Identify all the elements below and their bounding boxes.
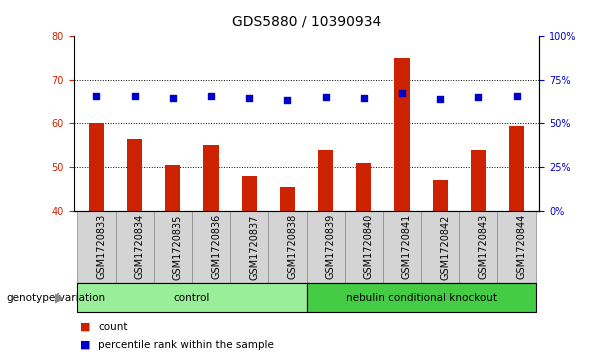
Bar <box>116 211 154 283</box>
Bar <box>89 123 104 211</box>
Bar <box>242 176 257 211</box>
Bar <box>127 139 142 211</box>
Point <box>435 96 445 102</box>
Point <box>206 94 216 99</box>
Bar <box>268 211 306 283</box>
Point <box>245 95 254 101</box>
Point <box>397 90 407 96</box>
Text: GSM1720843: GSM1720843 <box>478 214 489 280</box>
Text: GDS5880 / 10390934: GDS5880 / 10390934 <box>232 15 381 29</box>
Bar <box>166 165 180 211</box>
Point <box>91 93 101 98</box>
Bar <box>280 187 295 211</box>
Text: genotype/variation: genotype/variation <box>6 293 105 303</box>
Bar <box>306 211 345 283</box>
Text: GSM1720842: GSM1720842 <box>440 214 450 280</box>
Bar <box>318 150 333 211</box>
Bar <box>383 211 421 283</box>
Text: GSM1720834: GSM1720834 <box>135 214 145 280</box>
Bar <box>356 163 371 211</box>
Bar <box>77 211 116 283</box>
Point <box>473 94 483 100</box>
Bar <box>154 211 192 283</box>
Text: percentile rank within the sample: percentile rank within the sample <box>98 340 274 350</box>
Text: count: count <box>98 322 128 332</box>
Bar <box>192 211 230 283</box>
Text: GSM1720833: GSM1720833 <box>96 214 107 280</box>
Text: ■: ■ <box>80 322 90 332</box>
Text: GSM1720840: GSM1720840 <box>364 214 374 280</box>
Text: GSM1720841: GSM1720841 <box>402 214 412 280</box>
Bar <box>509 126 524 211</box>
Bar <box>421 211 459 283</box>
Bar <box>433 180 447 211</box>
Bar <box>459 211 497 283</box>
Text: control: control <box>173 293 210 303</box>
Point <box>321 94 330 100</box>
Bar <box>497 211 536 283</box>
Point <box>283 97 292 103</box>
Point <box>130 94 140 99</box>
Text: GSM1720844: GSM1720844 <box>517 214 527 280</box>
Point <box>512 94 522 99</box>
Bar <box>345 211 383 283</box>
Bar <box>230 211 268 283</box>
Text: nebulin conditional knockout: nebulin conditional knockout <box>346 293 497 303</box>
Text: GSM1720837: GSM1720837 <box>249 214 259 280</box>
Bar <box>204 145 219 211</box>
Point <box>359 95 368 101</box>
Bar <box>77 283 306 312</box>
Text: GSM1720838: GSM1720838 <box>287 214 297 280</box>
Text: ■: ■ <box>80 340 90 350</box>
Bar <box>471 150 486 211</box>
Point <box>168 95 178 101</box>
Text: GSM1720836: GSM1720836 <box>211 214 221 280</box>
Bar <box>394 58 409 211</box>
Text: GSM1720839: GSM1720839 <box>326 214 335 280</box>
Bar <box>306 283 536 312</box>
Text: GSM1720835: GSM1720835 <box>173 214 183 280</box>
Text: ▶: ▶ <box>55 291 64 304</box>
